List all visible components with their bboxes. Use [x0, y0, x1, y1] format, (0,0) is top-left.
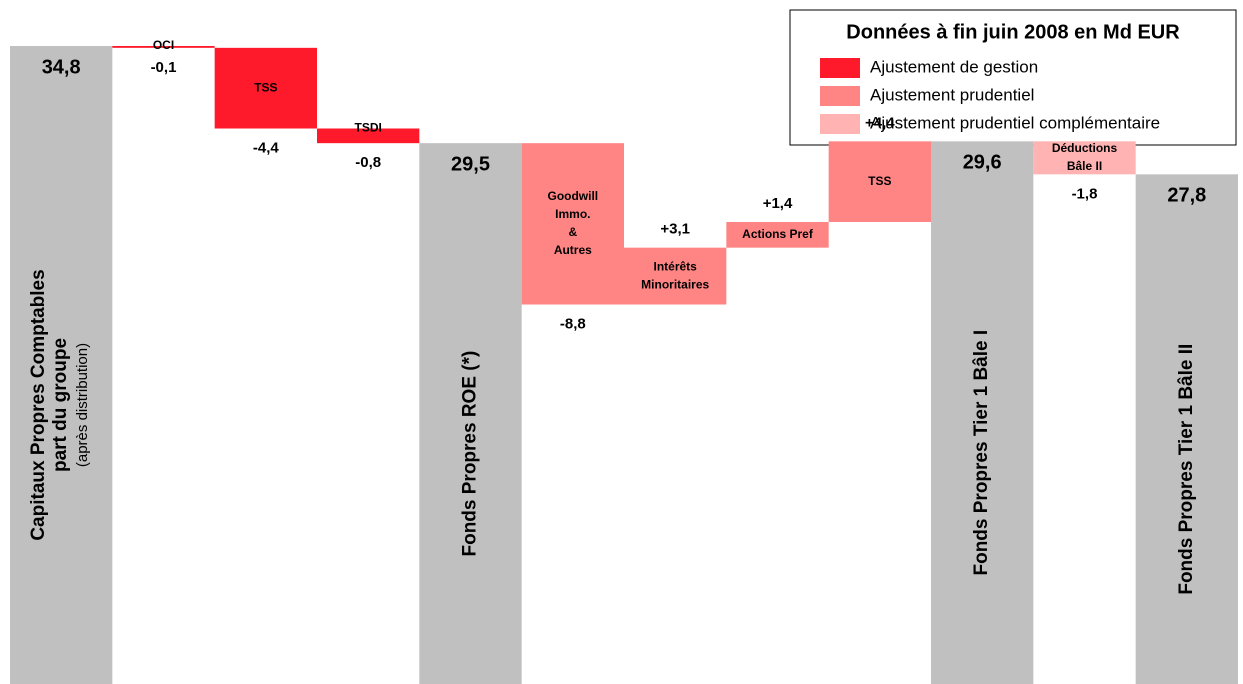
legend-swatch [820, 58, 860, 78]
value-label: -0,1 [151, 59, 177, 76]
category-label: Fonds Propres Tier 1 Bâle I [971, 330, 992, 576]
category-label: TSS [254, 80, 277, 94]
bar [214, 47, 317, 129]
category-label: Immo. [555, 207, 590, 221]
category-label: Bâle II [1067, 159, 1102, 173]
legend-label: Ajustement prudentiel complémentaire [870, 113, 1160, 132]
bar [828, 141, 931, 222]
value-label: -0,8 [355, 154, 381, 171]
legend-box [789, 9, 1237, 146]
value-label: 29,6 [963, 152, 1002, 174]
legend-swatch [820, 86, 860, 106]
legend-label: Ajustement prudentiel [870, 85, 1034, 104]
category-label: Goodwill [547, 189, 598, 203]
bar [521, 143, 624, 305]
category-label: Intérêts [653, 259, 697, 273]
category-label: Capitaux Propres Comptables [28, 269, 49, 540]
category-label: Autres [554, 243, 592, 257]
category-label: Fonds Propres Tier 1 Bâle II [1176, 344, 1197, 595]
bar [726, 222, 829, 248]
value-label: 34,8 [42, 56, 81, 78]
category-label: Déductions [1052, 141, 1118, 155]
bar [112, 46, 215, 48]
category-label: TSS [868, 174, 891, 188]
category-label: TSDI [354, 121, 381, 135]
category-label: part du groupe [50, 338, 71, 472]
bar [419, 143, 522, 684]
legend-title: Données à fin juin 2008 en Md EUR [846, 21, 1180, 43]
legend-swatch [820, 114, 860, 134]
bar [1033, 141, 1136, 175]
value-label: +4,4 [865, 114, 895, 131]
legend-label: Ajustement de gestion [870, 57, 1038, 76]
bar [931, 141, 1034, 684]
category-label: Fonds Propres ROE (*) [460, 351, 481, 557]
category-label: Minoritaires [641, 277, 709, 291]
bar [10, 46, 113, 684]
category-label: & [568, 225, 577, 239]
category-label: Actions Pref [742, 227, 814, 241]
value-label: -8,8 [560, 315, 586, 332]
bar [624, 247, 727, 305]
value-label: +3,1 [660, 221, 690, 238]
value-label: 27,8 [1167, 185, 1206, 207]
value-label: -4,4 [253, 139, 280, 156]
category-label: OCI [153, 38, 174, 52]
category-label: (après distribution) [74, 343, 91, 467]
value-label: 29,5 [451, 153, 490, 175]
bar [1135, 174, 1238, 684]
bar [317, 128, 420, 144]
value-label: -1,8 [1072, 185, 1098, 202]
value-label: +1,4 [763, 195, 793, 212]
